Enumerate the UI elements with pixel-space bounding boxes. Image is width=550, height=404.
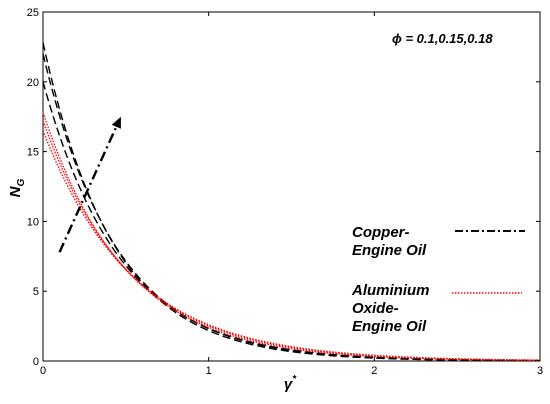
y-axis-label-main: N (7, 185, 24, 197)
arrow-layer (58, 116, 121, 253)
legend-entry-2-line-3: Engine Oil (352, 318, 427, 335)
y-tick-label: 25 (27, 7, 39, 19)
legend-entry-2-label: Aluminium Oxide-Engine Oil (351, 282, 430, 335)
y-tick-label: 20 (27, 77, 39, 89)
x-tick-label: 1 (206, 365, 212, 377)
x-tick-label: 3 (537, 365, 543, 377)
x-tick-label: 0 (40, 365, 46, 377)
x-axis-label-main: γ (284, 376, 294, 393)
y-axis-label: NG (7, 178, 27, 197)
legend: Copper-Engine Oil Aluminium Oxide-Engine … (351, 224, 525, 335)
phi-annotation: ϕ = 0.1,0.15,0.18 (392, 31, 493, 46)
x-axis-label-sup: * (292, 374, 297, 385)
y-tick-label: 5 (33, 286, 39, 298)
series-line-6 (42, 112, 541, 362)
plot-area (42, 11, 541, 362)
y-axis-label-sub: G (16, 178, 27, 186)
trend-arrow-shaft (58, 126, 118, 253)
series-layer (42, 42, 541, 362)
y-tick-label: 0 (33, 356, 39, 368)
y-tick-label: 10 (27, 216, 39, 228)
legend-entry-1-line-1: Copper- (352, 224, 410, 241)
legend-entry-2-line-2: Oxide- (352, 300, 399, 317)
series-line-5 (42, 120, 541, 361)
ticks-layer: 0 1 2 3 0 5 10 15 20 25 (27, 7, 543, 377)
series-line-1 (42, 81, 541, 362)
x-tick-label: 2 (371, 365, 377, 377)
y-tick-label: 15 (27, 147, 39, 159)
x-axis-label: γ* (284, 374, 297, 393)
legend-entry-2-line-1: Aluminium (351, 282, 430, 299)
trend-arrow-head (111, 116, 121, 129)
legend-entry-1-label: Copper-Engine Oil (352, 224, 427, 259)
legend-entry-1-line-2: Engine Oil (352, 242, 427, 259)
